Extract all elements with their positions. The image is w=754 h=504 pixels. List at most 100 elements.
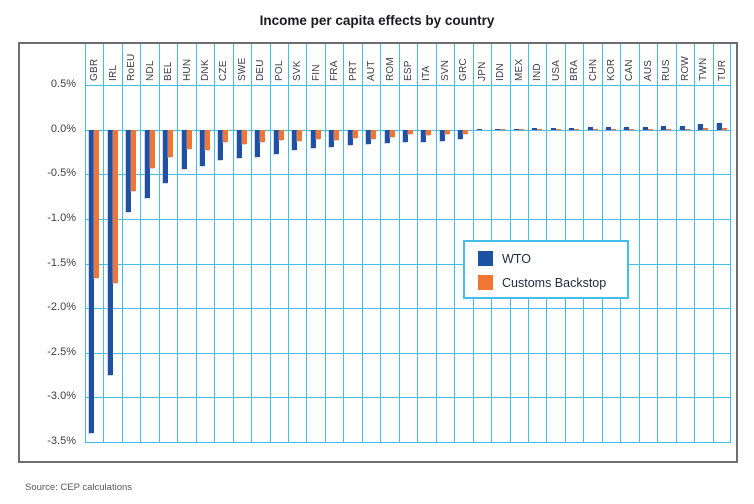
category-label: SWE <box>237 57 248 81</box>
y-tick-label: -1.5% <box>47 257 76 269</box>
bar-wto <box>274 130 279 154</box>
category-label: GRC <box>458 58 469 81</box>
bar-backstop <box>500 129 505 130</box>
grid-vline <box>454 44 455 442</box>
bar-wto <box>532 128 537 130</box>
category-label: FIN <box>311 64 322 81</box>
category-label: RUS <box>661 59 672 81</box>
bar-backstop <box>297 130 302 141</box>
legend-label: Customs Backstop <box>502 275 607 290</box>
bar-wto <box>606 127 611 130</box>
bar-backstop <box>353 130 358 138</box>
category-label: KOR <box>606 58 617 81</box>
bar-wto <box>292 130 297 150</box>
grid-vline <box>270 44 271 442</box>
bar-backstop <box>611 129 616 130</box>
category-label: CAN <box>624 59 635 81</box>
grid-hline <box>85 85 731 86</box>
grid-hline <box>85 174 731 175</box>
category-label: IRL <box>108 64 119 81</box>
bar-backstop <box>150 130 155 168</box>
bar-wto <box>163 130 168 183</box>
bar-backstop <box>131 130 136 191</box>
plot-area: GBR IRL RoEU NDL BEL HUN DNK CZE SWE DEU POL SVK FIN… <box>85 44 732 443</box>
bar-backstop <box>279 130 284 140</box>
bar-wto <box>255 130 260 157</box>
grid-vline <box>380 44 381 442</box>
chart-frame: 0.5% 0.0% -0.5% -1.0% -1.5% -2.0% -2.5% -3.0% -3… <box>18 42 738 463</box>
bar-wto <box>403 130 408 142</box>
bar-wto <box>495 129 500 130</box>
legend-item-backstop: Customs Backstop <box>478 275 606 290</box>
bar-backstop <box>408 130 413 134</box>
bar-backstop <box>463 130 468 134</box>
category-label: SVN <box>440 59 451 81</box>
grid-vline <box>251 44 252 442</box>
bar-wto <box>348 130 353 145</box>
category-label: TUR <box>717 59 728 81</box>
category-label: GBR <box>89 58 100 81</box>
category-label: ROW <box>680 55 691 81</box>
grid-vline <box>196 44 197 442</box>
bar-backstop <box>556 129 561 130</box>
bar-backstop <box>666 129 671 130</box>
grid-hline <box>85 219 731 220</box>
category-label: ROM <box>385 57 396 81</box>
bar-wto <box>182 130 187 169</box>
grid-vline <box>436 44 437 442</box>
category-label: USA <box>551 59 562 81</box>
grid-hline <box>85 397 731 398</box>
y-tick-label: -2.0% <box>47 301 76 313</box>
grid-vline <box>122 44 123 442</box>
y-tick-label: -1.0% <box>47 212 76 224</box>
bar-wto <box>514 129 519 130</box>
grid-vline <box>713 44 714 442</box>
bar-wto <box>477 129 482 130</box>
bar-wto <box>126 130 131 212</box>
bar-wto <box>329 130 334 147</box>
bar-wto <box>624 127 629 130</box>
bar-wto <box>108 130 113 375</box>
source-note: Source: CEP calculations <box>25 482 133 493</box>
grid-vline <box>214 44 215 442</box>
y-tick-label: -2.5% <box>47 346 76 358</box>
y-tick-label: 0.0% <box>50 123 76 135</box>
category-label: PRT <box>348 60 359 81</box>
grid-vline <box>85 44 86 442</box>
grid-vline <box>657 44 658 442</box>
category-label: DNK <box>200 59 211 81</box>
bar-wto <box>440 130 445 141</box>
bar-backstop <box>537 129 542 130</box>
bar-wto <box>421 130 426 142</box>
category-label: MEX <box>514 58 525 81</box>
bar-backstop <box>205 130 210 150</box>
backstop-swatch-icon <box>478 275 493 290</box>
bar-wto <box>588 127 593 130</box>
category-label: RoEU <box>126 53 137 81</box>
bar-backstop <box>334 130 339 140</box>
bar-wto <box>311 130 316 148</box>
grid-hline <box>85 442 731 443</box>
category-label: HUN <box>182 58 193 81</box>
bar-backstop <box>685 129 690 130</box>
y-tick-label: -3.5% <box>47 435 76 447</box>
bar-backstop <box>445 130 450 134</box>
category-label: FRA <box>329 60 340 81</box>
category-label: JPN <box>477 61 488 82</box>
bar-wto <box>551 128 556 130</box>
bar-backstop <box>574 129 579 130</box>
bar-wto <box>218 130 223 160</box>
legend-label: WTO <box>502 251 531 266</box>
bar-backstop <box>94 130 99 278</box>
grid-vline <box>288 44 289 442</box>
bar-backstop <box>703 128 708 130</box>
bar-backstop <box>113 130 118 283</box>
bar-backstop <box>168 130 173 157</box>
grid-hline <box>85 264 731 265</box>
bar-backstop <box>519 129 524 130</box>
category-label: POL <box>274 60 285 81</box>
bar-backstop <box>722 128 727 130</box>
category-label: SVK <box>292 60 303 81</box>
grid-vline <box>103 44 104 442</box>
